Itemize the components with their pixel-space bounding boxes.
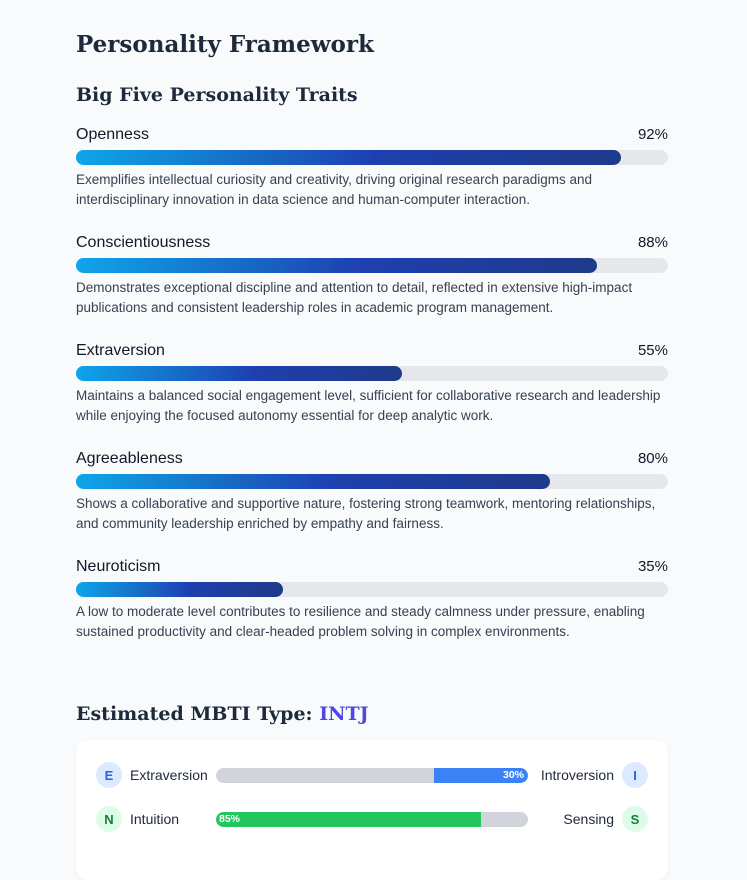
trait-name: Openness <box>76 126 149 143</box>
trait-name: Agreeableness <box>76 450 183 467</box>
trait-progress-track <box>76 150 668 165</box>
trait-percent: 55% <box>637 342 668 359</box>
mbti-title: Estimated MBTI Type: INTJ <box>76 702 668 726</box>
mbti-title-prefix: Estimated MBTI Type: <box>76 703 320 725</box>
mbti-letter-badge-right: I <box>622 762 648 788</box>
trait-progress-fill <box>76 150 621 165</box>
trait-description: Shows a collaborative and supportive nat… <box>76 496 656 531</box>
page-title: Personality Framework <box>76 31 374 58</box>
trait-progress-track <box>76 258 668 273</box>
trait-progress-track <box>76 366 668 381</box>
mbti-axis-right-label: Sensing <box>563 811 614 827</box>
trait-percent: 88% <box>637 234 668 251</box>
trait-list: Openness 92% Exemplifies intellectual cu… <box>76 124 668 656</box>
mbti-card: E Extraversion 30% Introversion I N Intu… <box>76 740 668 880</box>
trait-neuroticism: Neuroticism 35% A low to moderate level … <box>76 556 668 656</box>
personality-framework: Personality Framework Big Five Personali… <box>76 0 668 880</box>
mbti-letter-badge-left: N <box>96 806 122 832</box>
mbti-axis-ei: E Extraversion 30% Introversion I <box>96 760 648 790</box>
big-five-title: Big Five Personality Traits <box>76 84 358 106</box>
trait-description: Exemplifies intellectual curiosity and c… <box>76 172 592 207</box>
mbti-letter-badge-left: E <box>96 762 122 788</box>
trait-extraversion: Extraversion 55% Maintains a balanced so… <box>76 340 668 448</box>
trait-name: Neuroticism <box>76 558 161 575</box>
trait-percent: 35% <box>637 558 668 575</box>
mbti-type: INTJ <box>319 703 369 725</box>
trait-name: Conscientiousness <box>76 234 211 251</box>
trait-agreeableness: Agreeableness 80% Shows a collaborative … <box>76 448 668 556</box>
trait-conscientiousness: Conscientiousness 88% Demonstrates excep… <box>76 232 668 340</box>
mbti-axis-track: 85% <box>216 811 528 827</box>
trait-progress-fill <box>76 366 402 381</box>
trait-description: Maintains a balanced social engagement l… <box>76 388 661 423</box>
trait-progress-fill <box>76 582 284 597</box>
mbti-axis-ns: N Intuition 85% Sensing S <box>96 804 648 834</box>
trait-progress-track <box>76 474 668 489</box>
mbti-axis-track: 30% <box>216 767 528 783</box>
trait-progress-track <box>76 582 668 597</box>
trait-openness: Openness 92% Exemplifies intellectual cu… <box>76 124 668 232</box>
mbti-axis-left-label: Extraversion <box>130 767 208 783</box>
trait-progress-fill <box>76 474 550 489</box>
mbti-axis-fill: 85% <box>216 811 482 827</box>
trait-description: A low to moderate level contributes to r… <box>76 604 645 639</box>
mbti-axis-right-label: Introversion <box>540 767 614 783</box>
trait-description: Demonstrates exceptional discipline and … <box>76 280 633 315</box>
mbti-letter-badge-right: S <box>622 806 648 832</box>
trait-progress-fill <box>76 258 597 273</box>
mbti-axis-left-label: Intuition <box>130 811 180 827</box>
trait-name: Extraversion <box>76 342 165 359</box>
trait-percent: 92% <box>637 126 668 143</box>
trait-percent: 80% <box>637 450 668 467</box>
mbti-axis-fill: 30% <box>434 767 528 783</box>
